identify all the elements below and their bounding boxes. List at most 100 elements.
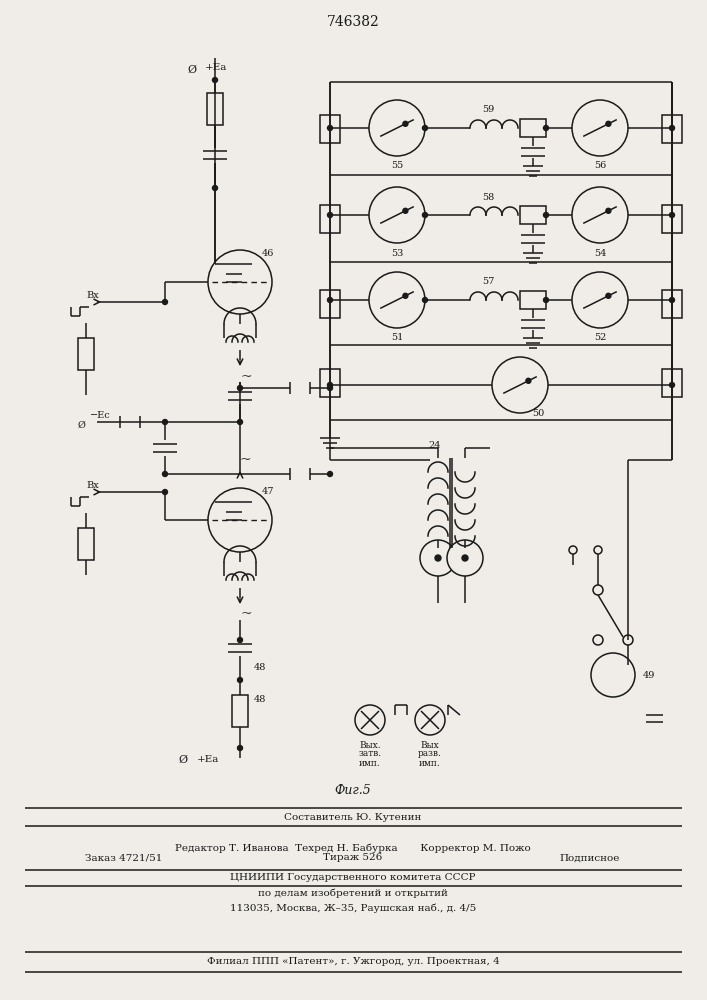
Circle shape: [572, 272, 628, 328]
Circle shape: [447, 540, 483, 576]
Circle shape: [369, 100, 425, 156]
Text: 59: 59: [482, 105, 494, 114]
Text: Фиг.5: Фиг.5: [334, 784, 371, 796]
Circle shape: [327, 382, 332, 387]
Circle shape: [238, 638, 243, 643]
Circle shape: [163, 472, 168, 477]
Circle shape: [208, 488, 272, 552]
Text: Вх: Вх: [86, 292, 99, 300]
Text: 50: 50: [532, 408, 544, 418]
Circle shape: [544, 298, 549, 302]
Bar: [520, 291, 546, 309]
Text: Ø: Ø: [187, 65, 197, 75]
Circle shape: [572, 100, 628, 156]
Circle shape: [163, 300, 168, 304]
Circle shape: [369, 187, 425, 243]
Text: 746382: 746382: [327, 15, 380, 29]
Text: 24: 24: [428, 442, 440, 450]
Text: имп.: имп.: [419, 758, 441, 768]
Text: 48: 48: [254, 664, 267, 672]
Circle shape: [238, 420, 243, 424]
Text: ~: ~: [240, 607, 252, 621]
Text: имп.: имп.: [359, 758, 381, 768]
Text: разв.: разв.: [418, 750, 442, 758]
Circle shape: [327, 125, 332, 130]
Bar: [662, 205, 682, 232]
Bar: [520, 119, 546, 137]
Text: Подписное: Подписное: [560, 854, 620, 862]
Circle shape: [492, 357, 548, 413]
Text: 54: 54: [594, 248, 606, 257]
Text: Составитель Ю. Кутенин: Составитель Ю. Кутенин: [284, 812, 421, 822]
Text: по делам изобретений и открытий: по делам изобретений и открытий: [258, 888, 448, 898]
Bar: [520, 206, 546, 224]
Circle shape: [327, 472, 332, 477]
Circle shape: [423, 298, 428, 302]
Circle shape: [670, 298, 674, 302]
Text: Тираж 526: Тираж 526: [323, 854, 382, 862]
Circle shape: [420, 540, 456, 576]
Bar: [320, 205, 340, 232]
Circle shape: [670, 213, 674, 218]
Circle shape: [423, 125, 428, 130]
Circle shape: [462, 555, 468, 561]
Text: Вых.: Вых.: [359, 740, 381, 750]
Circle shape: [403, 121, 408, 126]
Text: Филиал ППП «Патент», г. Ужгород, ул. Проектная, 4: Филиал ППП «Патент», г. Ужгород, ул. Про…: [206, 958, 499, 966]
Text: Вых: Вых: [421, 740, 439, 750]
Bar: [320, 368, 340, 396]
Circle shape: [544, 213, 549, 218]
Circle shape: [423, 213, 428, 218]
Bar: [78, 528, 94, 560]
Circle shape: [403, 293, 408, 298]
Circle shape: [238, 746, 243, 750]
Circle shape: [606, 208, 611, 213]
Circle shape: [213, 186, 218, 190]
Text: 48: 48: [254, 696, 267, 704]
Circle shape: [327, 213, 332, 218]
Bar: [207, 93, 223, 125]
Text: Ø: Ø: [78, 420, 86, 430]
Text: 52: 52: [594, 334, 606, 342]
Text: 55: 55: [391, 161, 403, 170]
Circle shape: [208, 250, 272, 314]
Circle shape: [670, 125, 674, 130]
Circle shape: [327, 298, 332, 302]
Circle shape: [606, 293, 611, 298]
Text: 56: 56: [594, 161, 606, 170]
Text: +Ea: +Ea: [205, 64, 228, 73]
Text: +Ea: +Ea: [197, 756, 219, 764]
Text: 58: 58: [482, 192, 494, 202]
Circle shape: [355, 705, 385, 735]
Text: 51: 51: [391, 334, 403, 342]
Text: 47: 47: [262, 488, 274, 496]
Bar: [232, 695, 248, 727]
Text: 49: 49: [643, 670, 655, 680]
Circle shape: [369, 272, 425, 328]
Bar: [320, 114, 340, 142]
Circle shape: [238, 678, 243, 682]
Text: 46: 46: [262, 249, 274, 258]
Bar: [78, 338, 94, 370]
Text: Ø: Ø: [178, 755, 187, 765]
Circle shape: [403, 208, 408, 213]
Text: 53: 53: [391, 248, 403, 257]
Circle shape: [327, 385, 332, 390]
Circle shape: [238, 385, 243, 390]
Text: ЦНИИПИ Государственного комитета СССР: ЦНИИПИ Государственного комитета СССР: [230, 874, 476, 882]
Bar: [662, 368, 682, 396]
Circle shape: [435, 555, 441, 561]
Text: 57: 57: [481, 277, 494, 286]
Circle shape: [213, 78, 218, 83]
Text: Заказ 4721/51: Заказ 4721/51: [85, 854, 163, 862]
Circle shape: [670, 382, 674, 387]
Bar: [320, 290, 340, 318]
Circle shape: [163, 489, 168, 494]
Text: −Ec: −Ec: [90, 410, 111, 420]
Circle shape: [606, 121, 611, 126]
Circle shape: [526, 378, 531, 383]
Text: Редактор Т. Иванова  Техред Н. Бабурка       Корректор М. Пожо: Редактор Т. Иванова Техред Н. Бабурка Ко…: [175, 843, 531, 853]
Text: Вх: Вх: [86, 482, 99, 490]
Text: затв.: затв.: [358, 750, 382, 758]
Bar: [662, 290, 682, 318]
